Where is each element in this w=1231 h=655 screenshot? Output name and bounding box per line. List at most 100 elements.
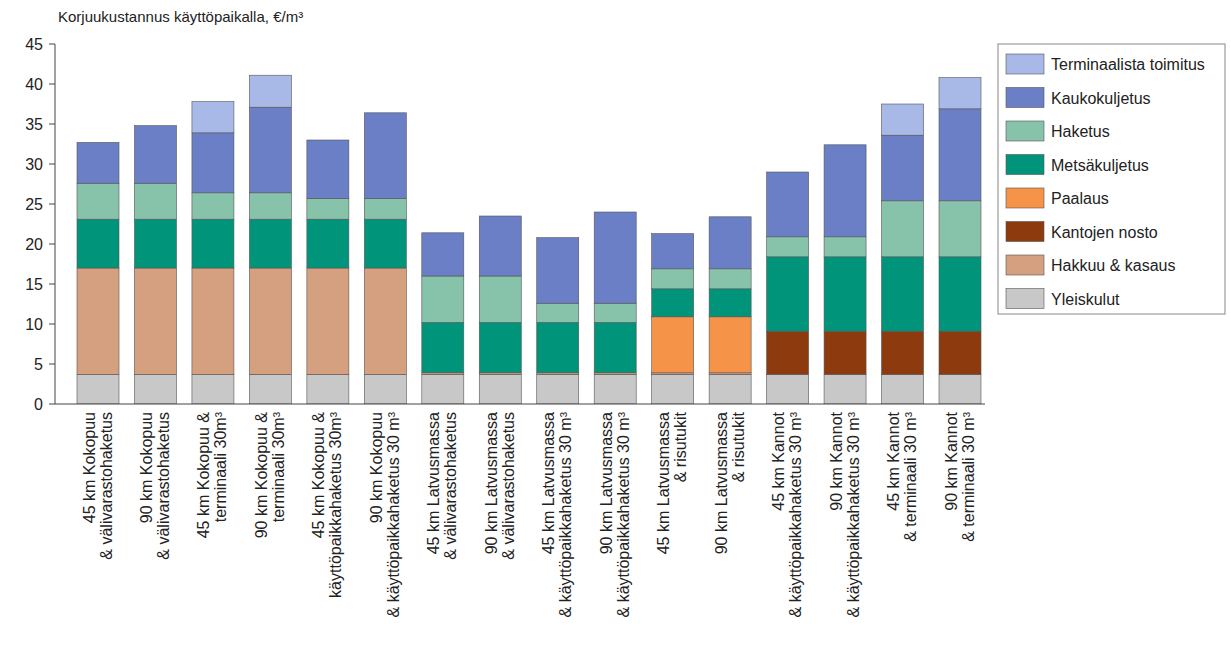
bar-segment <box>652 374 694 404</box>
bar-segment <box>364 112 406 113</box>
bar-segment <box>77 268 119 374</box>
tick-mark <box>49 124 55 125</box>
bar-segment <box>939 109 981 201</box>
category-label-line: terminaali 30m³ <box>212 411 229 522</box>
category-label: 45 km Latvusmassa& käyttöpaikkahaketus 3… <box>540 411 574 617</box>
bar-segment <box>709 216 751 217</box>
bar-segment <box>479 322 521 372</box>
bar-segment <box>824 144 866 145</box>
bar-segment <box>307 198 349 219</box>
tick-mark <box>49 164 55 165</box>
bar-segment <box>192 374 234 404</box>
bar-segment <box>939 201 981 257</box>
legend-swatch <box>1006 155 1044 175</box>
bar-segment <box>882 374 924 404</box>
category-label: 90 km Kokopuu &terminaali 30m³ <box>253 411 287 538</box>
bar-segment <box>824 257 866 331</box>
bar-segment <box>422 233 464 276</box>
tick-mark <box>49 244 55 245</box>
bar-segment <box>767 331 809 374</box>
bar-segment <box>882 104 924 135</box>
category-label: 45 km Kokopuu &käyttöpaikkahaketus 30m³ <box>310 411 344 598</box>
category-label-line: & käyttöpaikkahaketus 30 m³ <box>615 411 632 617</box>
bar-segment <box>594 322 636 372</box>
bar-segment <box>652 233 694 234</box>
legend-swatch <box>1006 121 1044 141</box>
category-label-line: 45 km Kannot <box>885 411 902 510</box>
legend-box <box>998 44 1225 314</box>
bar-segment <box>134 374 176 404</box>
category-label: 90 km Kannot& terminaali 30 m³ <box>943 411 977 541</box>
category-label: 90 km Kokopuu& välivarastohaketus <box>138 412 172 560</box>
bar-segment <box>767 257 809 331</box>
bar-segment <box>192 219 234 268</box>
tick-label: 45 <box>25 36 43 53</box>
category-label-line: 45 km Kokopuu & <box>310 412 327 539</box>
bar-segment <box>249 75 291 107</box>
bar-segment <box>77 219 119 268</box>
category-label-line: & terminaali 30 m³ <box>960 411 977 541</box>
bar-segment <box>537 374 579 404</box>
bar-segment <box>364 268 406 374</box>
bar-segment <box>767 237 809 257</box>
x-axis: 45 km Kokopuu & välivarastohaketus 90 km K… <box>55 404 985 617</box>
bars <box>77 75 981 404</box>
axis-line <box>55 404 985 405</box>
tick-mark <box>49 404 55 405</box>
tick-mark <box>49 364 55 365</box>
category-label-line: 45 km Kokopuu & <box>195 412 212 539</box>
page: {"chart_data": { "type": "bar", "stacked… <box>0 0 1231 655</box>
category-label-line: 90 km Kokopuu & <box>253 412 270 539</box>
legend-swatch <box>1006 222 1044 242</box>
bar-segment <box>824 374 866 404</box>
bar-segment <box>364 374 406 404</box>
bar-segment <box>479 374 521 404</box>
tick-label: 15 <box>25 276 43 293</box>
tick-mark <box>49 204 55 205</box>
legend-swatch <box>1006 54 1044 74</box>
axis-line <box>55 44 56 404</box>
bar-segment <box>307 140 349 141</box>
bar-segment <box>249 107 291 193</box>
bar-segment <box>709 269 751 289</box>
y-axis: 051015202530354045 <box>25 36 55 413</box>
category-label-line: 90 km Kannot <box>943 411 960 510</box>
legend-label: Hakkuu & kasaus <box>1051 257 1176 274</box>
category-label-line: & käyttöpaikkahaketus 30 m³ <box>787 411 804 617</box>
bar-segment <box>709 317 751 373</box>
legend-swatch <box>1006 255 1044 275</box>
category-label-line: 45 km Latvusmassa <box>655 412 672 554</box>
category-label-line: 90 km Kokopuu <box>368 412 385 523</box>
legend-label: Yleiskulut <box>1051 291 1120 308</box>
legend-label: Kaukokuljetus <box>1051 90 1151 107</box>
bar-segment <box>77 142 119 143</box>
bar-segment <box>479 276 521 322</box>
bar-segment <box>249 268 291 374</box>
bar-segment <box>652 289 694 317</box>
legend-swatch <box>1006 289 1044 309</box>
category-label-line: & käyttöpaikkahaketus 30 m³ <box>845 411 862 617</box>
bar-segment <box>479 216 521 217</box>
bar-segment <box>479 216 521 276</box>
category-label-line: terminaali 30m³ <box>270 411 287 522</box>
legend-label: Kantojen nosto <box>1051 224 1158 241</box>
tick-label: 0 <box>34 396 43 413</box>
tick-mark <box>49 44 55 45</box>
bar-segment <box>939 374 981 404</box>
bar-segment <box>652 269 694 289</box>
category-label-line: & terminaali 30 m³ <box>902 411 919 541</box>
category-label-line: & välivarastohaketus <box>500 412 517 560</box>
bar-segment <box>134 126 176 184</box>
category-label-line: 90 km Kannot <box>828 411 845 510</box>
bar-segment <box>249 193 291 219</box>
bar-segment <box>594 303 636 322</box>
tick-label: 40 <box>25 76 43 93</box>
bar-segment <box>882 135 924 201</box>
tick-mark <box>49 324 55 325</box>
category-label-line: 45 km Kokopuu <box>81 412 98 523</box>
bar-segment <box>134 268 176 374</box>
category-label-line: & risutukit <box>730 411 747 482</box>
bar-segment <box>709 289 751 317</box>
bar-segment <box>422 374 464 404</box>
bar-segment <box>939 331 981 374</box>
